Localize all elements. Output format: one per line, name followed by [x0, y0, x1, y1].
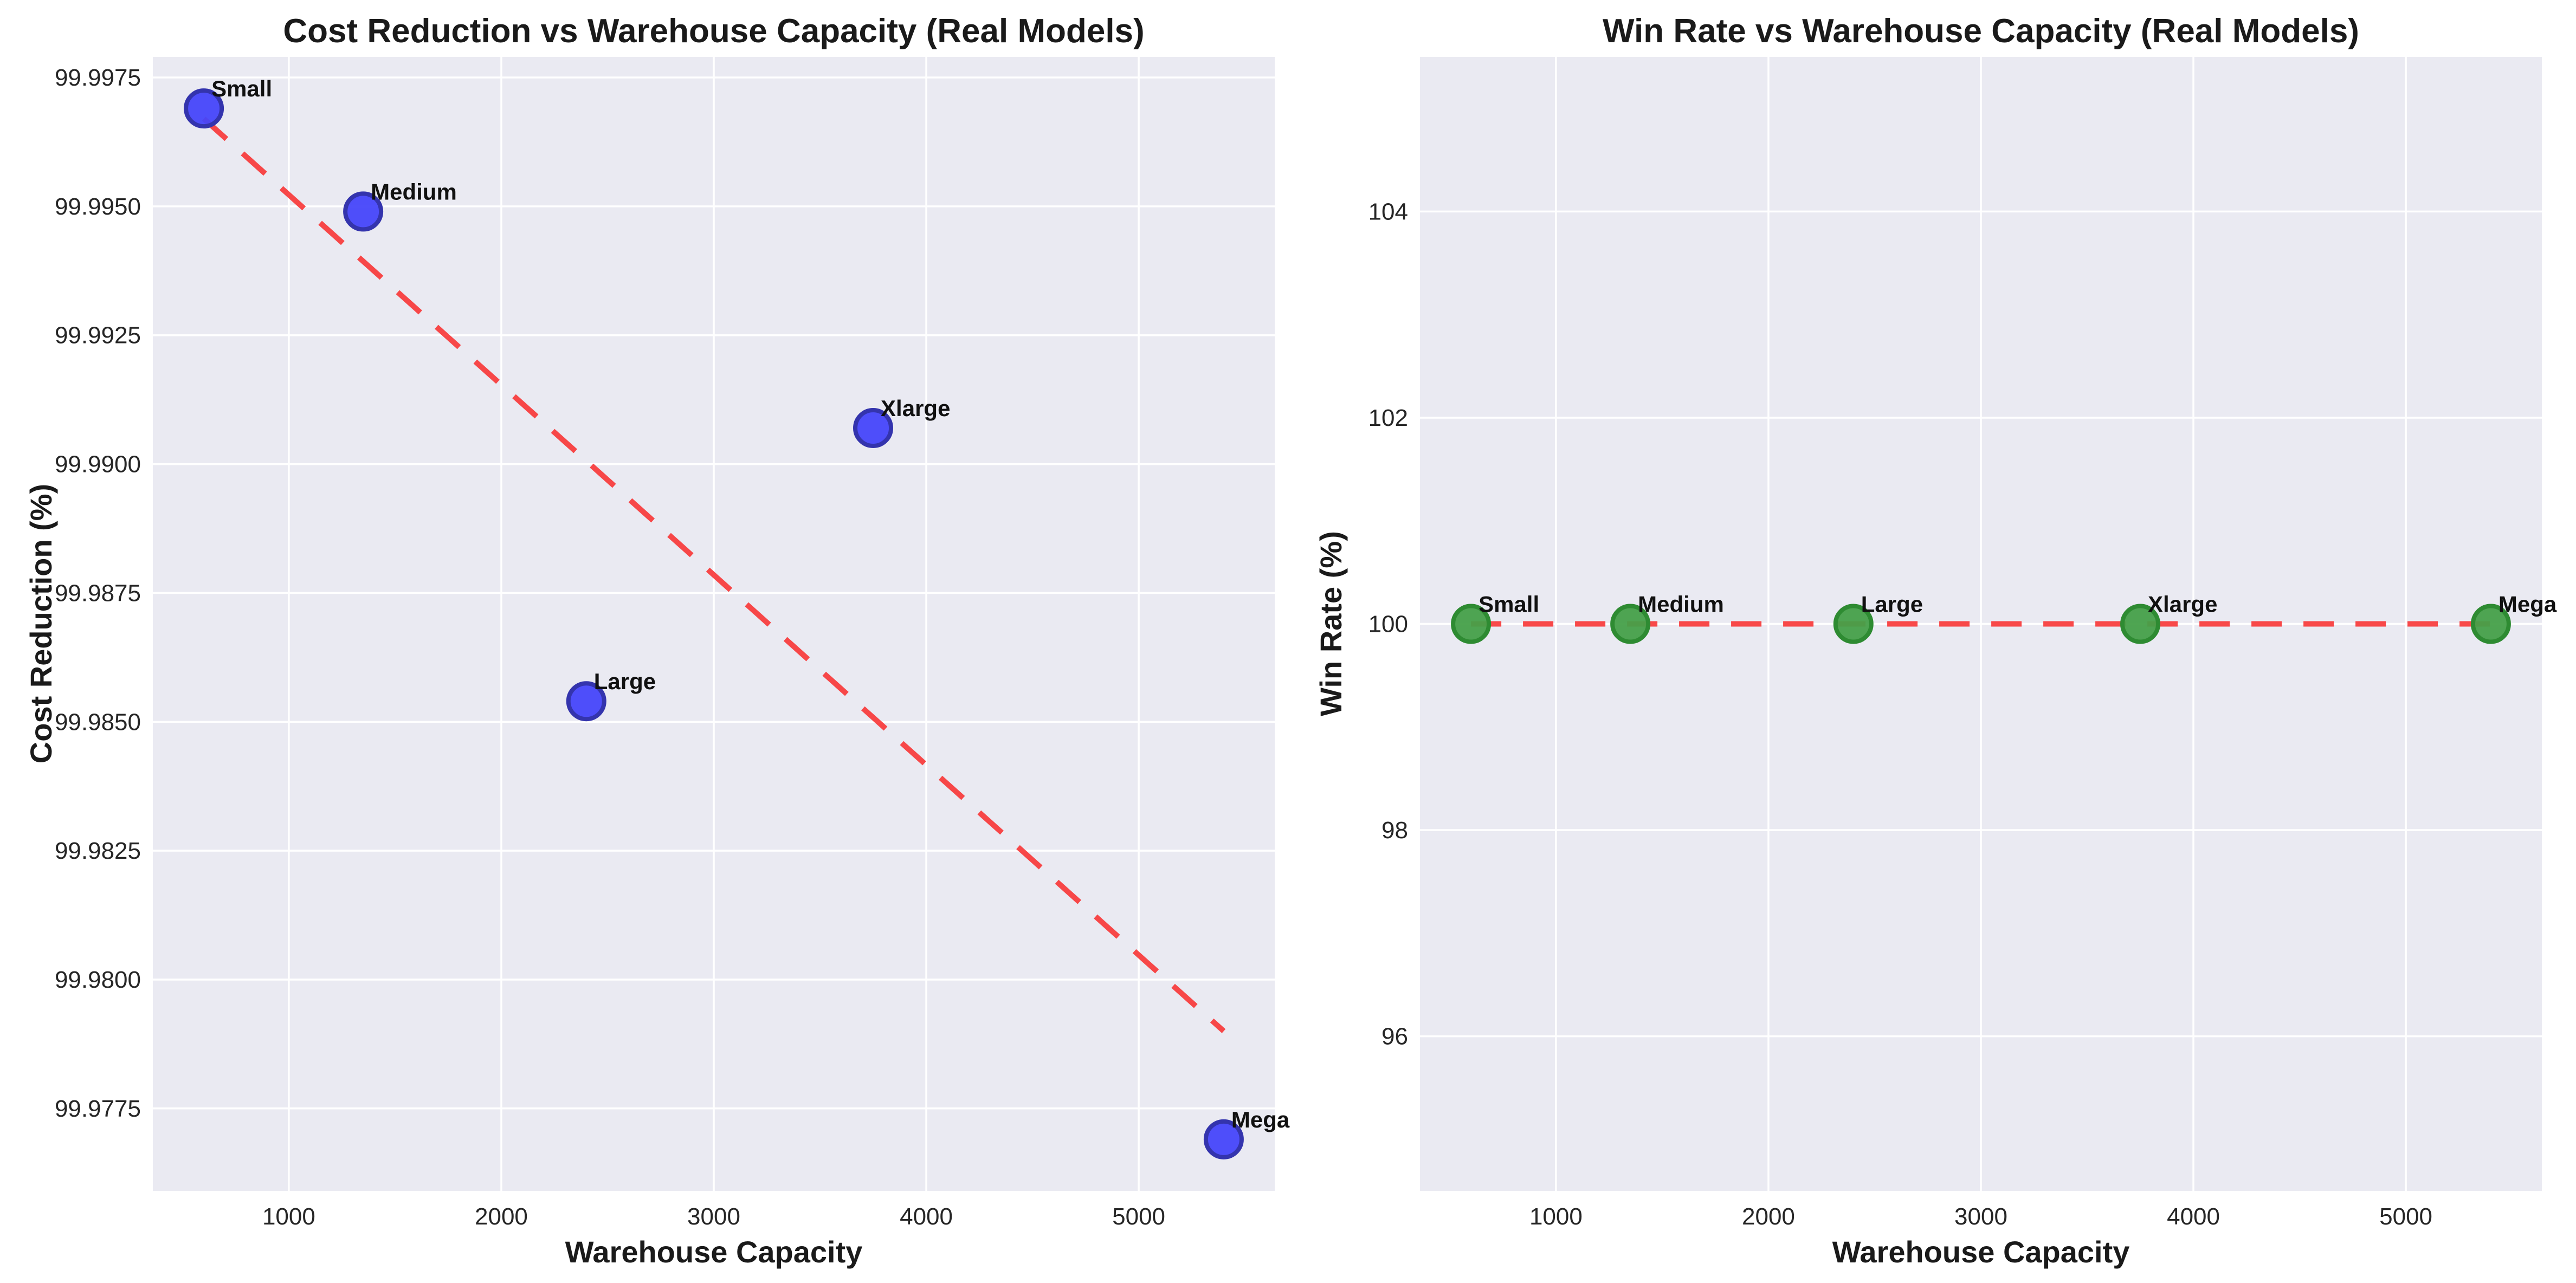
- point-label: Mega: [1231, 1107, 1290, 1132]
- data-point-mega: [1203, 1119, 1244, 1159]
- y-tick-label: 99.9950: [55, 193, 141, 220]
- y-tick-label: 99.9850: [55, 709, 141, 735]
- data-point-mega: [2470, 604, 2511, 644]
- right-chart-text: Win Rate vs Warehouse Capacity (Real Mod…: [1314, 12, 2359, 1269]
- y-tick-label: 102: [1368, 405, 1408, 431]
- point-label: Xlarge: [2148, 592, 2217, 617]
- x-tick-label: 4000: [900, 1203, 953, 1230]
- data-point-large: [1833, 604, 1874, 644]
- x-tick-label: 1000: [262, 1203, 315, 1230]
- x-tick-label: 1000: [1529, 1203, 1583, 1230]
- data-point-xlarge: [853, 407, 894, 448]
- trend-line: [202, 116, 1226, 1033]
- point-label: Large: [1861, 592, 1923, 617]
- y-tick-label: 104: [1368, 198, 1408, 225]
- left-chart-text: Cost Reduction vs Warehouse Capacity (Re…: [24, 12, 1145, 1269]
- y-tick-label: 98: [1381, 817, 1408, 844]
- point-label: Small: [1479, 592, 1539, 617]
- point-label: Mega: [2498, 592, 2557, 617]
- data-point-small: [1451, 604, 1492, 644]
- x-tick-label: 3000: [687, 1203, 740, 1230]
- data-point-medium: [343, 191, 384, 232]
- right-chart-plot: 1000 2000 3000 4000 5000 96 98 100 102 104 Small Me…: [1368, 57, 2557, 1230]
- y-tick-label: 100: [1368, 611, 1408, 638]
- point-label: Medium: [371, 179, 457, 204]
- x-tick-label: 2000: [475, 1203, 528, 1230]
- point-label: Small: [211, 76, 272, 101]
- point-label: Medium: [1638, 592, 1724, 617]
- data-point-medium: [1610, 604, 1651, 644]
- y-tick-label: 99.9800: [55, 967, 141, 993]
- left-chart-plot: 1000 2000 3000 4000 5000 99.9775 99.9800 99.982…: [55, 57, 1290, 1230]
- left-chart-title: Cost Reduction vs Warehouse Capacity (Re…: [283, 12, 1144, 50]
- data-point-small: [184, 88, 224, 129]
- data-point-large: [566, 681, 606, 722]
- right-chart-title: Win Rate vs Warehouse Capacity (Real Mod…: [1603, 12, 2359, 50]
- x-tick-label: 2000: [1742, 1203, 1795, 1230]
- y-tick-label: 99.9925: [55, 322, 141, 349]
- y-tick-label: 99.9975: [55, 64, 141, 91]
- data-point-xlarge: [2120, 604, 2161, 644]
- left-chart-y-axis-label: Cost Reduction (%): [24, 484, 58, 763]
- y-tick-label: 99.9875: [55, 580, 141, 606]
- y-tick-label: 99.9825: [55, 838, 141, 864]
- right-chart-x-axis-label: Warehouse Capacity: [1832, 1235, 2130, 1269]
- right-chart-y-axis-label: Win Rate (%): [1314, 531, 1348, 716]
- x-tick-label: 5000: [1112, 1203, 1165, 1230]
- x-tick-label: 5000: [2379, 1203, 2432, 1230]
- x-tick-label: 3000: [1954, 1203, 2007, 1230]
- left-chart-x-axis-label: Warehouse Capacity: [565, 1235, 863, 1269]
- y-tick-label: 99.9775: [55, 1096, 141, 1122]
- y-tick-label: 99.9900: [55, 451, 141, 478]
- y-tick-label: 96: [1381, 1023, 1408, 1050]
- point-label: Xlarge: [881, 396, 950, 421]
- x-tick-label: 4000: [2167, 1203, 2220, 1230]
- point-label: Large: [594, 669, 656, 694]
